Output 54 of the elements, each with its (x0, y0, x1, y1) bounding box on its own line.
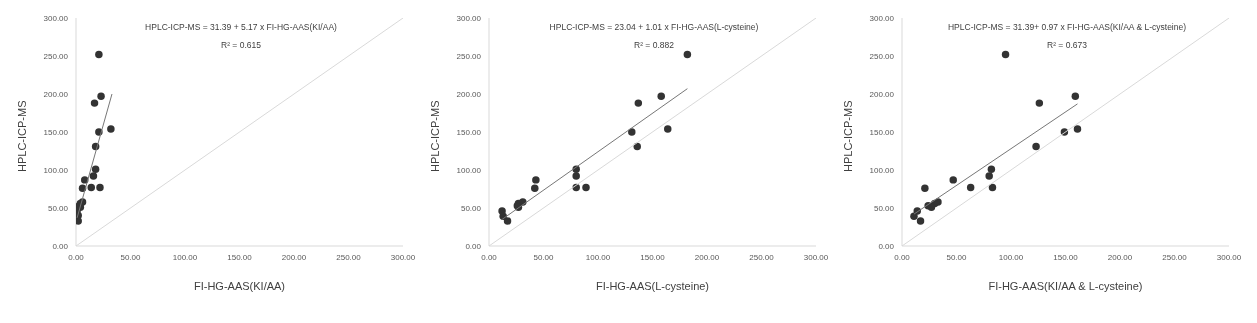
y-tick-label: 250.00 (456, 51, 482, 61)
annotation: R² = 0.673 (1047, 40, 1088, 50)
x-tick-label: 200.00 (694, 252, 720, 262)
x-tick-label: 150.00 (227, 252, 253, 262)
y-tick-label: 50.00 (460, 203, 482, 213)
x-tick-label: 250.00 (1162, 252, 1188, 262)
y-tick-label: 50.00 (47, 203, 69, 213)
y-tick-label: 0.00 (465, 241, 482, 251)
y-tick-label: 0.00 (52, 241, 69, 251)
y-axis-title: HPLC-ICP-MS (428, 100, 441, 172)
x-tick-label: 0.00 (481, 252, 498, 262)
x-tick-label: 50.00 (120, 252, 142, 262)
y-tick-label: 300.00 (869, 13, 895, 23)
annotation: R² = 0.615 (221, 40, 262, 50)
y-tick-label: 250.00 (869, 51, 895, 61)
x-tick-label: 100.00 (172, 252, 198, 262)
x-tick-label: 100.00 (585, 252, 611, 262)
x-tick-label: 100.00 (998, 252, 1024, 262)
y-tick-label: 200.00 (43, 89, 69, 99)
y-tick-label: 150.00 (456, 127, 482, 137)
x-tick-label: 0.00 (894, 252, 911, 262)
x-axis-title: FI-HG-AAS(KI/AA) (193, 280, 286, 292)
x-tick-label: 300.00 (390, 252, 416, 262)
x-tick-label: 50.00 (946, 252, 968, 262)
x-tick-label: 300.00 (1216, 252, 1242, 262)
y-tick-label: 300.00 (43, 13, 69, 23)
x-tick-label: 300.00 (803, 252, 829, 262)
y-axis-title: HPLC-ICP-MS (841, 100, 854, 172)
y-axis-title: HPLC-ICP-MS (15, 100, 28, 172)
y-tick-label: 50.00 (873, 203, 895, 213)
y-tick-label: 150.00 (869, 127, 895, 137)
annotation: R² = 0.882 (634, 40, 675, 50)
y-tick-label: 100.00 (456, 165, 482, 175)
y-tick-label: 100.00 (869, 165, 895, 175)
x-tick-label: 200.00 (281, 252, 307, 262)
x-tick-label: 200.00 (1107, 252, 1133, 262)
x-tick-label: 250.00 (749, 252, 775, 262)
x-tick-label: 150.00 (1053, 252, 1079, 262)
annotation: HPLC-ICP-MS = 23.04 + 1.01 x FI-HG-AAS(L-cysteine) (549, 22, 759, 32)
y-tick-label: 300.00 (456, 13, 482, 23)
x-tick-label: 0.00 (68, 252, 85, 262)
x-tick-label: 250.00 (336, 252, 362, 262)
y-tick-label: 200.00 (869, 89, 895, 99)
y-tick-label: 250.00 (43, 51, 69, 61)
y-tick-label: 150.00 (43, 127, 69, 137)
x-axis-title: FI-HG-AAS(L-cysteine) (595, 280, 710, 292)
y-tick-label: 0.00 (878, 241, 895, 251)
x-axis-title: FI-HG-AAS(KI/AA & L-cysteine) (988, 280, 1143, 292)
y-tick-label: 100.00 (43, 165, 69, 175)
y-tick-label: 200.00 (456, 89, 482, 99)
annotation: HPLC-ICP-MS = 31.39 + 5.17 x FI-HG-AAS(KI/AA) (145, 22, 338, 32)
x-tick-label: 50.00 (533, 252, 555, 262)
annotation: HPLC-ICP-MS = 31.39+ 0.97 x FI-HG-AAS(KI/AA & L-cysteine) (947, 22, 1187, 32)
x-tick-label: 150.00 (640, 252, 666, 262)
